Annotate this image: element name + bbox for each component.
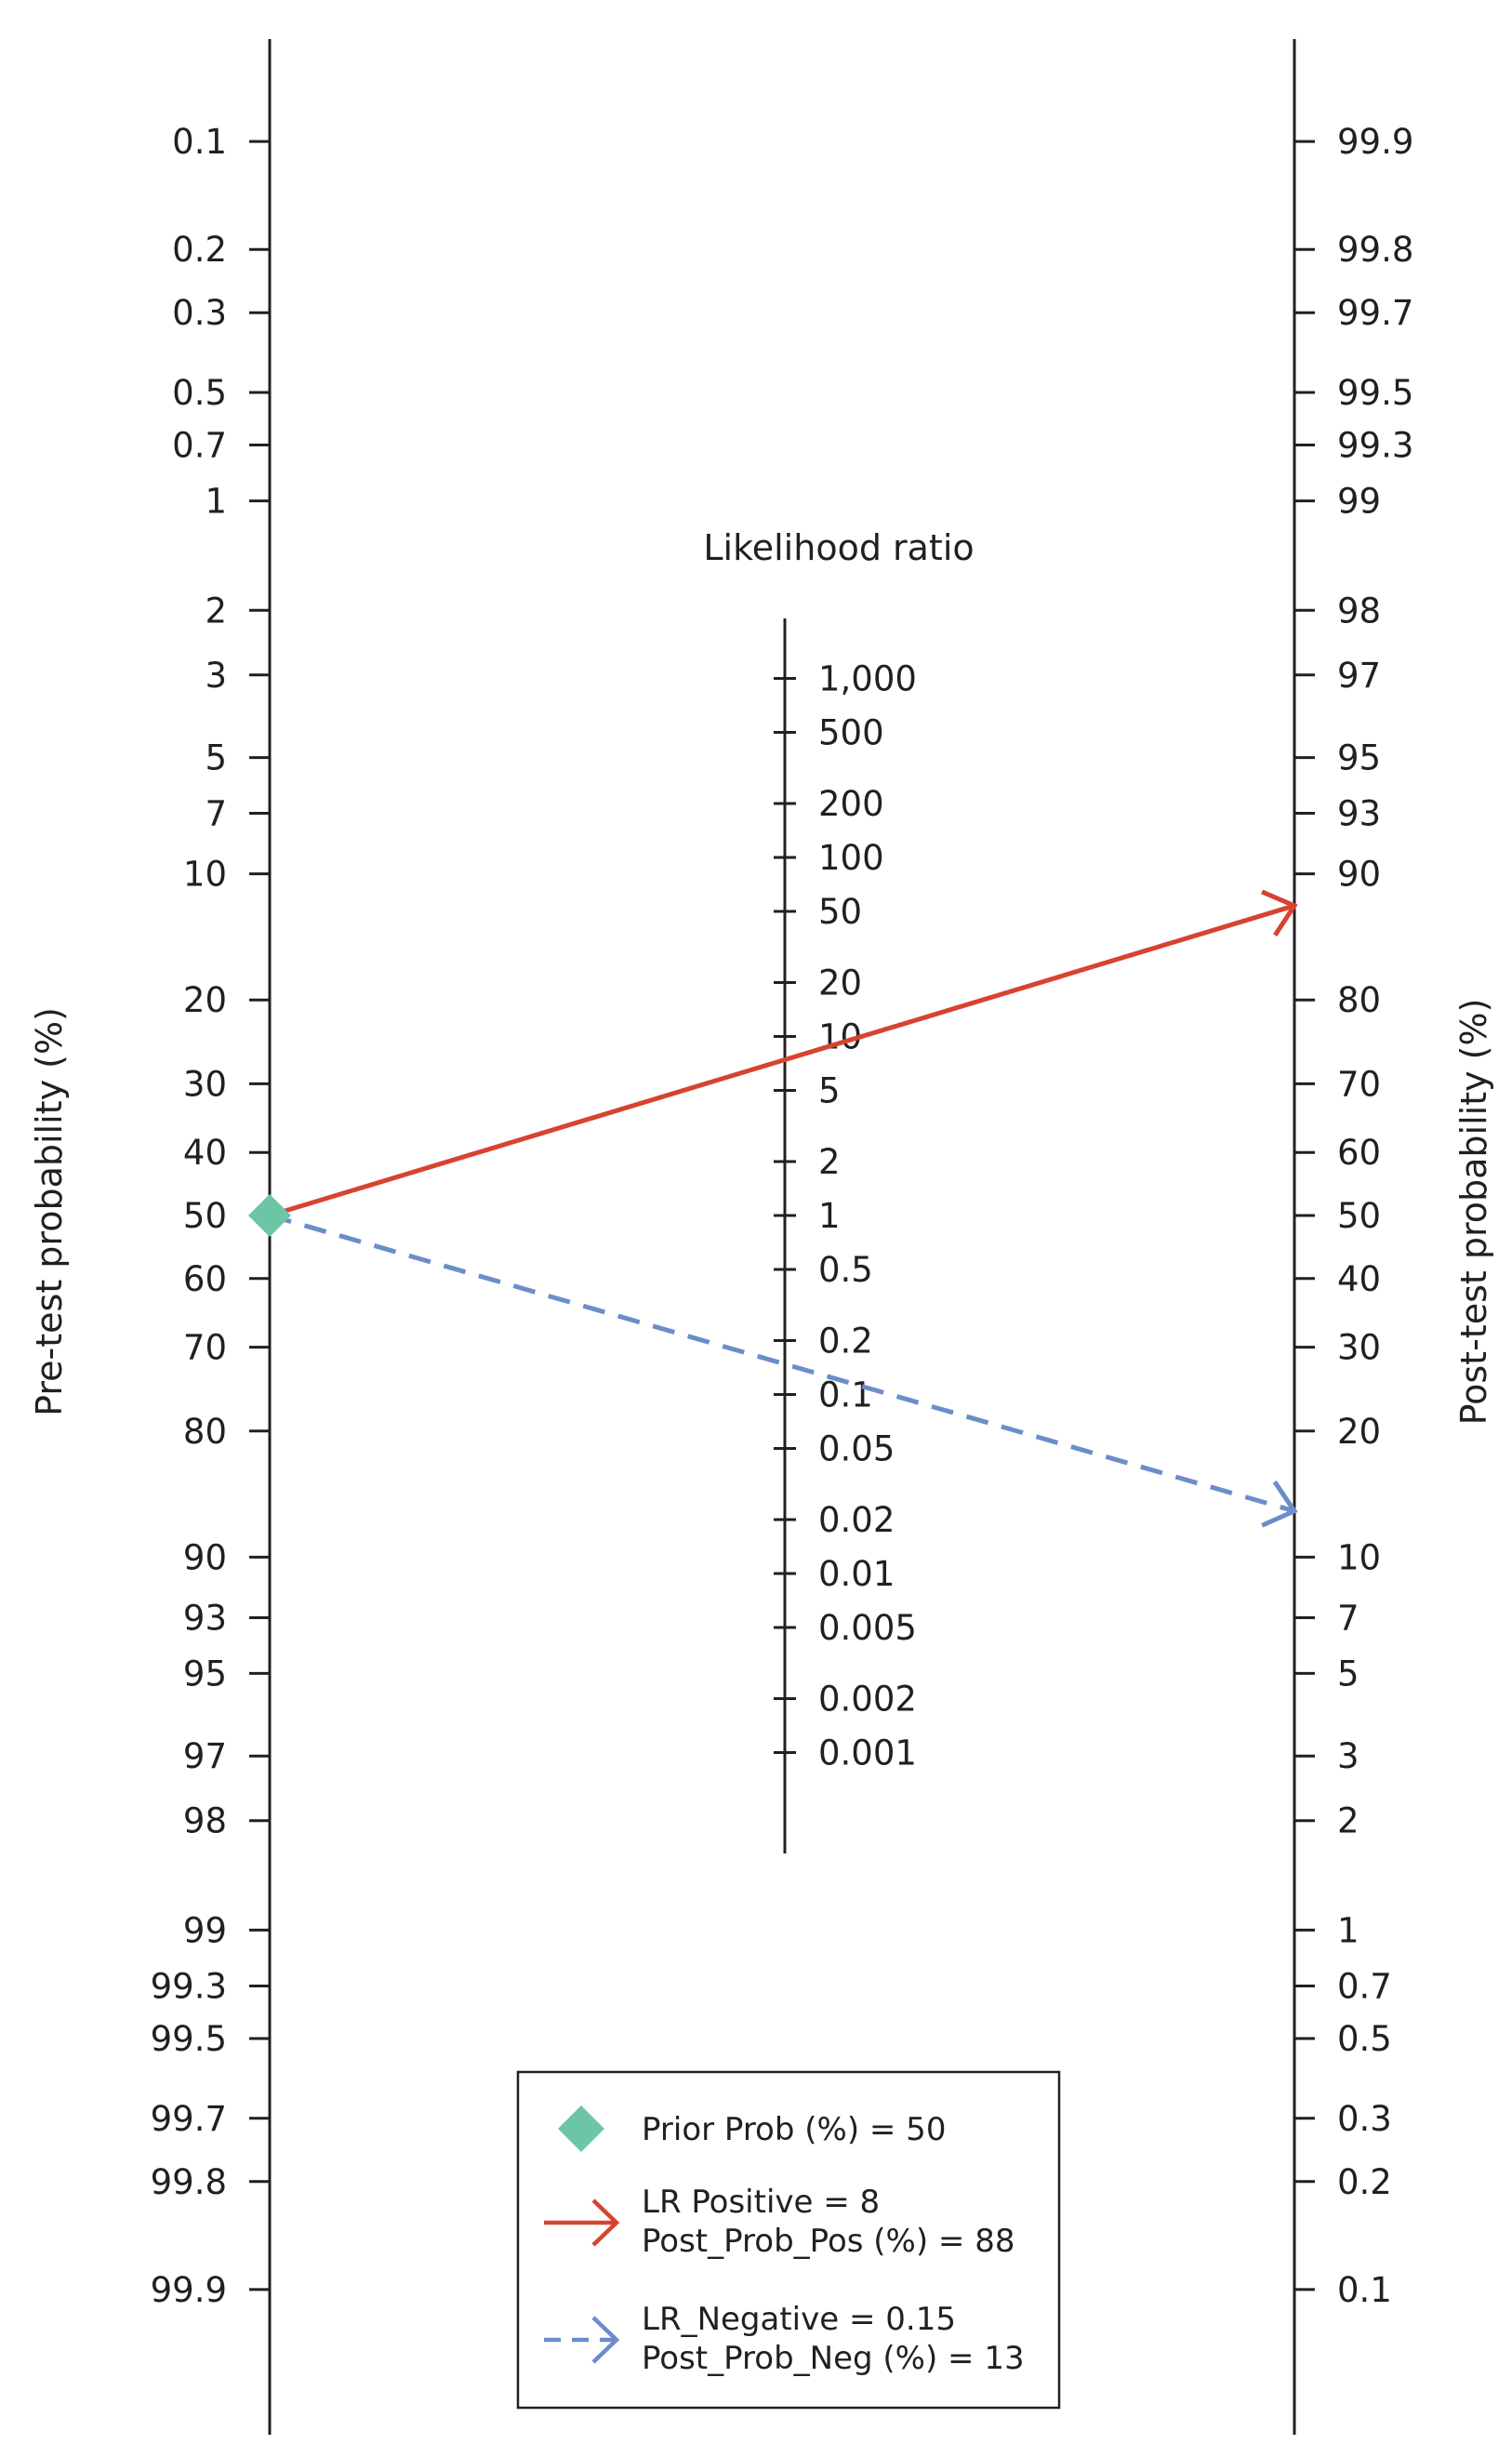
pretest-tick-label: 99.9 xyxy=(151,2270,227,2310)
legend-positive-arrowhead xyxy=(591,2198,620,2247)
posttest-tick-label: 98 xyxy=(1337,591,1381,631)
lr-tick-label: 5 xyxy=(818,1070,841,1110)
posttest-tick-label: 95 xyxy=(1337,738,1381,778)
posttest-tick-label: 99.5 xyxy=(1337,373,1413,413)
pretest-tick-label: 80 xyxy=(183,1412,227,1452)
posttest-tick-label: 0.1 xyxy=(1337,2270,1392,2310)
legend-negative-label-2: Post_Prob_Neg (%) = 13 xyxy=(642,2340,1025,2377)
posttest-tick-label: 3 xyxy=(1337,1736,1359,1776)
pretest-tick-label: 95 xyxy=(183,1654,227,1694)
pretest-ticks: 0.1 0.2 0.3 0.5 0.7 1 2 3 5 7 10 20 30 40 50 60 70 80 90 93… xyxy=(151,122,270,2310)
legend-positive-label-2: Post_Prob_Pos (%) = 88 xyxy=(642,2223,1015,2260)
lr-tick-label: 1,000 xyxy=(818,659,917,699)
pretest-tick-label: 3 xyxy=(205,656,227,696)
posttest-tick-label: 97 xyxy=(1337,656,1381,696)
posttest-tick-label: 30 xyxy=(1337,1328,1381,1368)
negative-lr-line xyxy=(269,1213,1293,1513)
pretest-tick-label: 90 xyxy=(183,1537,227,1577)
pretest-tick-label: 99.8 xyxy=(151,2162,227,2202)
posttest-tick-label: 50 xyxy=(1337,1196,1381,1236)
lr-tick-label: 0.02 xyxy=(818,1500,895,1540)
posttest-tick-label: 93 xyxy=(1337,793,1381,833)
posttest-axis-title: Post-test probability (%) xyxy=(1453,999,1494,1426)
lr-tick-label: 100 xyxy=(818,838,884,878)
pretest-tick-label: 60 xyxy=(183,1259,227,1299)
lr-tick-label: 0.5 xyxy=(818,1250,873,1290)
posttest-tick-label: 80 xyxy=(1337,980,1381,1020)
posttest-tick-label: 0.7 xyxy=(1337,1966,1392,2006)
legend-prior-label: Prior Prob (%) = 50 xyxy=(642,2111,946,2148)
positive-lr-arrowhead xyxy=(1261,889,1298,937)
pretest-tick-label: 0.3 xyxy=(172,293,227,333)
lr-axis-title: Likelihood ratio xyxy=(703,527,974,568)
posttest-tick-label: 90 xyxy=(1337,855,1381,895)
prior-prob-marker xyxy=(248,1194,291,1237)
pretest-tick-label: 70 xyxy=(183,1328,227,1368)
pretest-tick-label: 20 xyxy=(183,980,227,1020)
lr-tick-label: 20 xyxy=(818,963,862,1003)
pretest-tick-label: 2 xyxy=(205,591,227,631)
pretest-tick-label: 0.2 xyxy=(172,230,227,270)
pretest-tick-label: 99.5 xyxy=(151,2019,227,2059)
posttest-tick-label: 0.5 xyxy=(1337,2019,1392,2059)
posttest-tick-label: 20 xyxy=(1337,1412,1381,1452)
pretest-tick-label: 40 xyxy=(183,1133,227,1173)
lr-tick-label: 50 xyxy=(818,892,862,932)
pretest-tick-label: 30 xyxy=(183,1064,227,1104)
posttest-tick-label: 0.3 xyxy=(1337,2099,1392,2139)
pretest-tick-label: 99.7 xyxy=(151,2099,227,2139)
posttest-tick-label: 10 xyxy=(1337,1537,1381,1577)
pretest-tick-label: 99.3 xyxy=(151,1966,227,2006)
legend-negative-arrowhead xyxy=(591,2316,620,2364)
lr-tick-label: 1 xyxy=(818,1196,841,1236)
pretest-tick-label: 98 xyxy=(183,1801,227,1841)
posttest-tick-label: 5 xyxy=(1337,1654,1359,1694)
legend-positive-label-1: LR Positive = 8 xyxy=(642,2184,880,2221)
result-lines xyxy=(248,889,1298,1528)
positive-lr-line xyxy=(269,904,1293,1218)
posttest-tick-label: 7 xyxy=(1337,1599,1359,1639)
legend-prior-marker xyxy=(558,2105,604,2152)
lr-tick-label: 500 xyxy=(818,712,884,752)
negative-lr-arrowhead xyxy=(1261,1480,1298,1528)
posttest-tick-label: 1 xyxy=(1337,1910,1359,1950)
pretest-tick-label: 10 xyxy=(183,855,227,895)
posttest-tick-label: 0.2 xyxy=(1337,2162,1392,2202)
lr-tick-label: 0.01 xyxy=(818,1554,895,1594)
posttest-tick-label: 2 xyxy=(1337,1801,1359,1841)
pretest-tick-label: 50 xyxy=(183,1196,227,1236)
posttest-tick-label: 99 xyxy=(1337,482,1381,522)
pretest-tick-label: 5 xyxy=(205,738,227,778)
posttest-tick-label: 99.9 xyxy=(1337,122,1413,162)
pretest-tick-label: 1 xyxy=(205,482,227,522)
lr-tick-label: 200 xyxy=(818,784,884,824)
pretest-tick-label: 7 xyxy=(205,793,227,833)
legend: Prior Prob (%) = 50 LR Positive = 8 Post… xyxy=(516,2070,1061,2410)
pretest-tick-label: 97 xyxy=(183,1736,227,1776)
pretest-tick-label: 0.7 xyxy=(172,426,227,466)
pretest-tick-label: 0.1 xyxy=(172,122,227,162)
lr-tick-label: 0.005 xyxy=(818,1608,917,1648)
lr-tick-label: 0.05 xyxy=(818,1428,895,1468)
posttest-tick-label: 99.7 xyxy=(1337,293,1413,333)
pretest-axis-title: Pre-test probability (%) xyxy=(29,1007,70,1416)
lr-tick-label: 2 xyxy=(818,1142,841,1182)
posttest-tick-label: 70 xyxy=(1337,1064,1381,1104)
pretest-tick-label: 0.5 xyxy=(172,373,227,413)
lr-tick-label: 0.002 xyxy=(818,1680,917,1720)
pretest-tick-label: 99 xyxy=(183,1910,227,1950)
legend-negative-label-1: LR_Negative = 0.15 xyxy=(642,2301,956,2338)
lr-tick-label: 0.2 xyxy=(818,1322,873,1361)
posttest-tick-label: 99.8 xyxy=(1337,230,1413,270)
pretest-tick-label: 93 xyxy=(183,1599,227,1639)
posttest-tick-label: 40 xyxy=(1337,1259,1381,1299)
posttest-tick-label: 60 xyxy=(1337,1133,1381,1173)
lr-ticks: 1,0005002001005020105210.50.20.10.050.02… xyxy=(774,659,917,1773)
legend-box xyxy=(516,2070,1061,2410)
posttest-ticks: 99.999.899.799.599.399989795939080706050… xyxy=(1294,122,1413,2310)
posttest-tick-label: 99.3 xyxy=(1337,426,1413,466)
lr-tick-label: 0.001 xyxy=(818,1733,917,1773)
